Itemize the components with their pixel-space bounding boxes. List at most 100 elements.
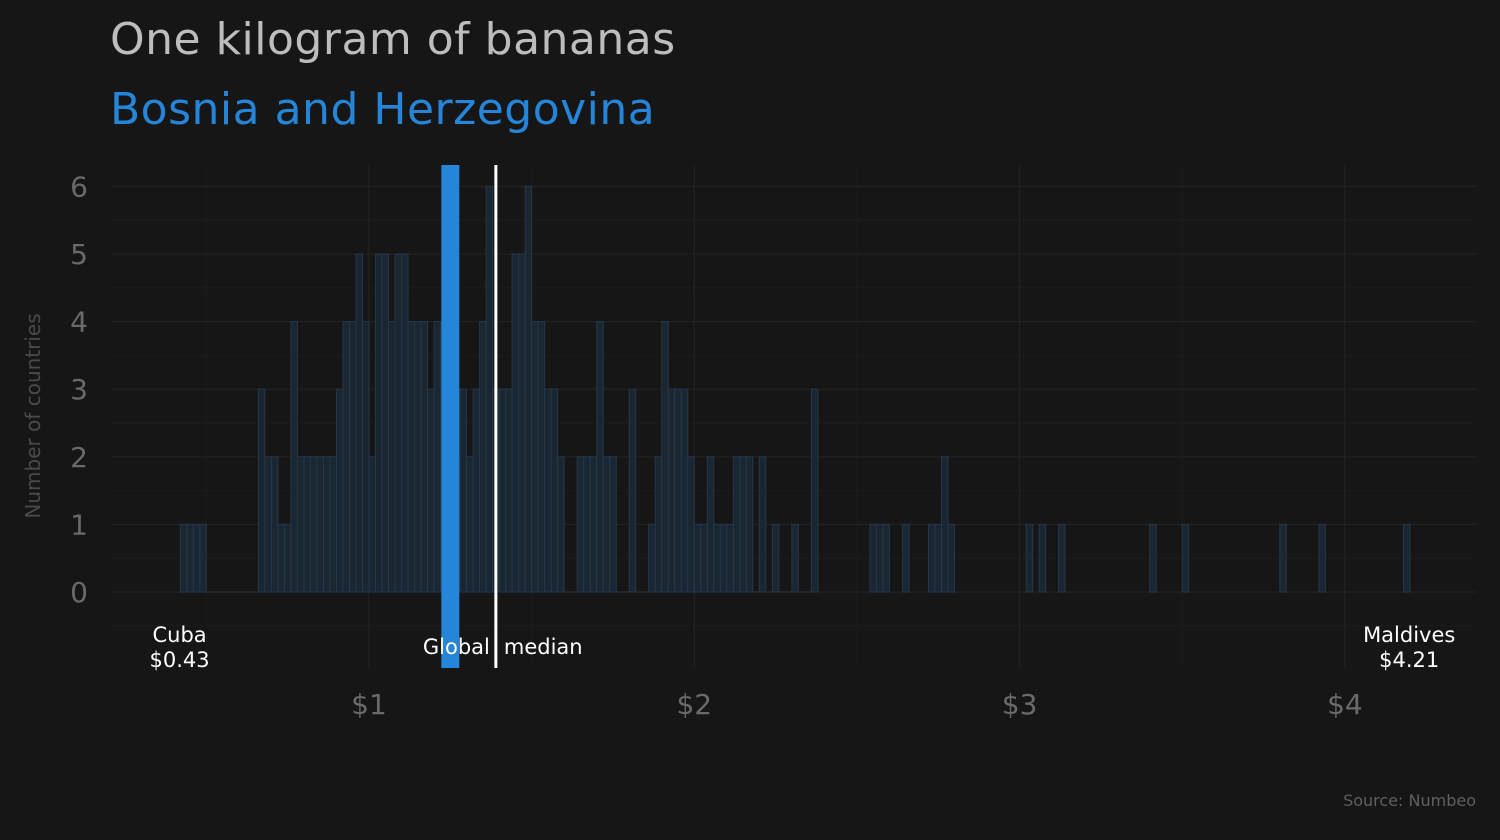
histogram-bar	[264, 456, 272, 593]
histogram-bar	[192, 523, 201, 593]
histogram-bars	[179, 185, 1411, 593]
x-tick-label: $3	[1002, 688, 1038, 721]
extreme-annotation-value: $0.43	[150, 648, 210, 672]
histogram-bar	[875, 523, 884, 593]
histogram-bar	[739, 456, 747, 593]
histogram-bar	[791, 523, 799, 593]
y-tick-label: 6	[70, 170, 88, 203]
extreme-annotation-name: Maldives	[1363, 623, 1455, 647]
histogram-bar	[771, 523, 780, 593]
histogram-bar	[713, 523, 721, 593]
histogram-bar	[661, 321, 669, 593]
y-tick-label: 4	[70, 306, 88, 339]
histogram-bar	[257, 388, 266, 593]
histogram-bar	[485, 185, 494, 593]
histogram-bar	[941, 456, 949, 593]
histogram-bar	[179, 523, 188, 593]
histogram-bar	[758, 456, 767, 593]
histogram-bar	[928, 523, 936, 593]
histogram-bar	[1149, 523, 1157, 593]
histogram-bar	[596, 321, 604, 593]
histogram-bar	[335, 388, 344, 593]
histogram-bar	[583, 456, 591, 593]
histogram-bar	[531, 321, 539, 593]
histogram-bar	[459, 388, 468, 593]
histogram-bar	[505, 388, 513, 593]
histogram-bar	[388, 321, 396, 593]
extreme-annotation-name: Cuba	[152, 623, 206, 647]
histogram-bar	[316, 456, 324, 593]
histogram-bar	[706, 456, 715, 593]
grid-lines	[112, 165, 1476, 668]
histogram-bar	[1318, 523, 1326, 593]
histogram-bar	[589, 456, 598, 593]
histogram-bar	[401, 253, 409, 593]
histogram-bar	[375, 253, 383, 593]
histogram-bar	[348, 321, 357, 593]
histogram-bar	[199, 523, 207, 593]
histogram-bar	[479, 321, 487, 593]
histogram-bar	[693, 523, 702, 593]
histogram-bar	[934, 523, 943, 593]
reference-markers: Global median Cuba$0.43 Maldives$4.21	[150, 165, 1455, 672]
histogram-bar	[466, 456, 474, 593]
histogram-bar	[557, 456, 565, 593]
chart-title: One kilogram of bananas	[110, 14, 676, 65]
histogram-bar	[1038, 523, 1047, 593]
histogram-bar	[355, 253, 363, 593]
histogram-bar	[511, 253, 520, 593]
histogram-bar	[498, 388, 507, 593]
histogram-bar	[700, 523, 708, 593]
histogram-bar	[1402, 523, 1411, 593]
histogram-bar	[518, 253, 526, 593]
histogram-bar	[726, 523, 734, 593]
histogram-bar	[186, 523, 194, 593]
histogram-bar	[680, 388, 689, 593]
histogram-bar	[296, 456, 305, 593]
histogram-bar	[381, 253, 390, 593]
histogram-bar	[322, 456, 331, 593]
axis-labels: 0 1 2 3 4 5 6 $1 $2 $3 $4 Number of countries	[21, 170, 1363, 721]
histogram-bar	[420, 321, 429, 593]
histogram-bar	[433, 321, 442, 593]
histogram-bar	[524, 185, 533, 593]
histogram-bar	[394, 253, 403, 593]
extreme-annotation-value: $4.21	[1379, 648, 1439, 672]
histogram-bar	[745, 456, 754, 593]
histogram-bar	[667, 388, 676, 593]
source-note: Source: Numbeo	[1343, 791, 1476, 810]
histogram-bar	[537, 321, 546, 593]
histogram-bar	[609, 456, 617, 593]
histogram-bar	[719, 523, 728, 593]
histogram-bar	[648, 523, 656, 593]
histogram-bar	[277, 523, 285, 593]
histogram-bar	[1181, 523, 1190, 593]
histogram-bar	[407, 321, 416, 593]
median-label-part: median	[504, 635, 583, 659]
histogram-bar	[1025, 523, 1034, 593]
histogram-bar	[414, 321, 422, 593]
histogram-bar	[628, 388, 637, 593]
histogram-bar	[576, 456, 585, 593]
histogram-bar	[368, 456, 377, 593]
histogram-bar	[427, 388, 435, 593]
histogram-bar	[342, 321, 350, 593]
histogram-bar	[303, 456, 311, 593]
histogram-bar	[290, 321, 298, 593]
histogram-bar	[550, 388, 559, 593]
histogram-bar	[947, 523, 956, 593]
x-tick-label: $4	[1327, 688, 1363, 721]
x-tick-label: $2	[676, 688, 712, 721]
y-tick-label: 1	[70, 508, 88, 541]
histogram-bar	[283, 523, 292, 593]
histogram-bar	[732, 456, 741, 593]
histogram-bar	[361, 321, 370, 593]
histogram-bar	[687, 456, 695, 593]
histogram-bar	[882, 523, 890, 593]
histogram-bar	[544, 388, 552, 593]
y-tick-label: 3	[70, 373, 88, 406]
y-tick-label: 0	[70, 576, 88, 609]
histogram-bar	[329, 456, 337, 593]
median-label-part: Global	[423, 635, 490, 659]
